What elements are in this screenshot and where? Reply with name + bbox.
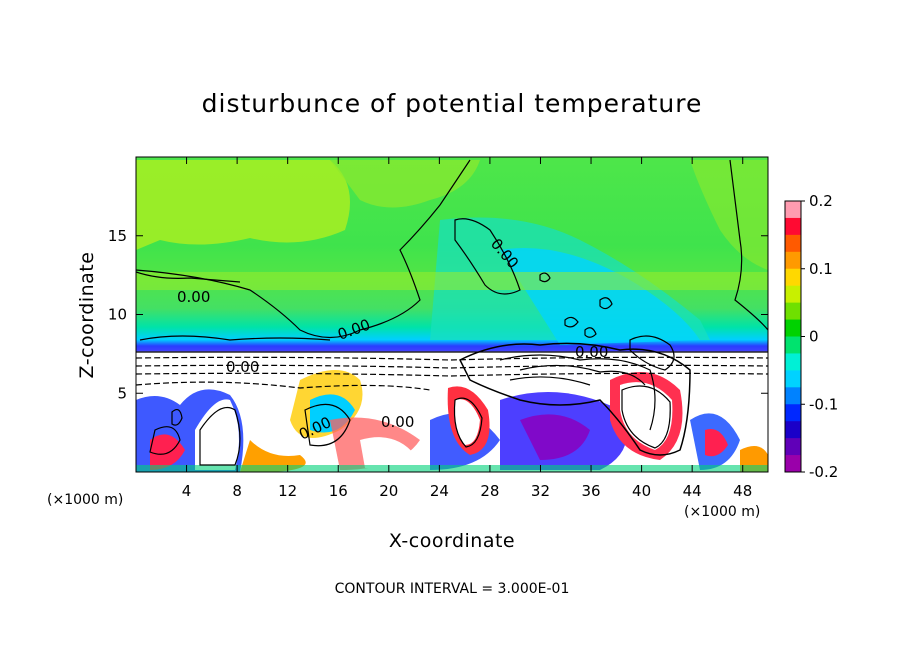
x-axis: 4 8 12 16 20 24 28 32 36 40 44 48	[182, 157, 752, 500]
y-tick-label: 5	[117, 384, 127, 402]
x-tick-label: 12	[278, 482, 297, 500]
contour-interval-note: CONTOUR INTERVAL = 3.000E-01	[335, 581, 570, 597]
contour-line	[136, 364, 768, 369]
contour-line	[729, 159, 768, 331]
colorbar-swatch	[785, 455, 801, 473]
colorbar-swatch	[785, 353, 801, 371]
field-patch	[705, 429, 728, 457]
field-patch	[520, 414, 590, 460]
field-patch	[136, 160, 350, 250]
field-band	[136, 272, 768, 290]
x-tick-label: 48	[733, 482, 752, 500]
contour-label: 0.00	[226, 358, 259, 376]
contour-line	[149, 426, 181, 455]
field-band	[136, 465, 768, 472]
field-patch	[195, 399, 239, 470]
colorbar-swatch	[785, 336, 801, 354]
colorbar-swatch	[785, 370, 801, 388]
x-tick-label: 28	[480, 482, 499, 500]
plot-area: 0.00 0.00 0.00 0.00 0.00 0.00 0.00	[136, 157, 768, 472]
colorbar-swatch	[785, 251, 801, 270]
contour-line	[621, 385, 671, 449]
contour-line	[171, 408, 183, 426]
contour-line	[136, 381, 431, 391]
contour-line	[509, 376, 591, 386]
contour-line	[199, 406, 241, 466]
colorbar-swatch	[785, 404, 801, 422]
y-tick-label: 15	[108, 227, 127, 245]
chart-title: disturbunce of potential temperature	[202, 89, 703, 118]
contour-line	[453, 397, 483, 448]
contour-line	[499, 354, 656, 431]
y-axis-title: Z-coordinate	[76, 252, 98, 379]
x-tick-label: 16	[329, 482, 348, 500]
colorbar-swatch	[785, 421, 801, 439]
colorbar: 0.2 0.1 0 -0.1 -0.2	[784, 192, 838, 481]
x-tick-label: 20	[379, 482, 398, 500]
colorbar-swatch	[785, 201, 801, 219]
y-tick-label: 10	[108, 306, 127, 324]
colorbar-swatch	[785, 268, 801, 287]
colorbar-tick-label: -0.2	[809, 463, 838, 481]
x-tick-label: 4	[182, 482, 192, 500]
contour-line	[539, 272, 551, 283]
field-patch	[330, 160, 480, 208]
contour-line	[584, 327, 597, 338]
colorbar-tick-label: 0.2	[809, 192, 833, 210]
contour-line	[454, 218, 521, 295]
colorbar-swatch	[785, 319, 801, 337]
field-patch	[360, 437, 415, 469]
contour-line	[629, 335, 675, 371]
field-patch	[454, 399, 480, 445]
colorbar-tick-label: -0.1	[809, 395, 838, 413]
contour-lines	[136, 159, 768, 466]
contour-label: 0.00	[177, 288, 210, 306]
field-patch	[150, 434, 185, 470]
contour-line	[136, 159, 471, 339]
field-patch	[600, 160, 768, 270]
contour-line	[136, 271, 241, 283]
x-tick-label: 32	[531, 482, 550, 500]
contour-line	[458, 342, 691, 456]
colorbar-swatch	[785, 387, 801, 405]
y-axis: 5 10 15	[108, 227, 768, 402]
contour-line	[136, 372, 768, 377]
x-unit-left: (×1000 m)	[47, 492, 123, 508]
x-tick-label: 44	[683, 482, 702, 500]
x-unit-right: (×1000 m)	[684, 504, 760, 520]
contour-line	[139, 335, 331, 341]
contour-line	[564, 316, 579, 328]
colorbar-swatch	[785, 217, 801, 236]
contour-line	[599, 297, 613, 310]
contour-line	[304, 403, 351, 447]
contour-line	[136, 356, 768, 361]
colorbar-swatch	[785, 285, 801, 304]
colorbar-swatch	[785, 302, 801, 321]
colorbar-tick-label: 0.1	[809, 260, 833, 278]
x-tick-label: 40	[632, 482, 651, 500]
contour-line	[519, 364, 646, 386]
x-tick-label: 8	[232, 482, 242, 500]
contour-label: 0.00	[381, 413, 414, 431]
field-patch	[240, 440, 306, 472]
contour-label: 0.00	[575, 343, 608, 361]
x-tick-label: 36	[581, 482, 600, 500]
colorbar-swatch	[785, 234, 801, 253]
colorbar-tick-label: 0	[809, 328, 819, 346]
x-tick-label: 24	[430, 482, 449, 500]
x-axis-title: X-coordinate	[389, 530, 515, 552]
colorbar-swatch	[785, 438, 801, 456]
